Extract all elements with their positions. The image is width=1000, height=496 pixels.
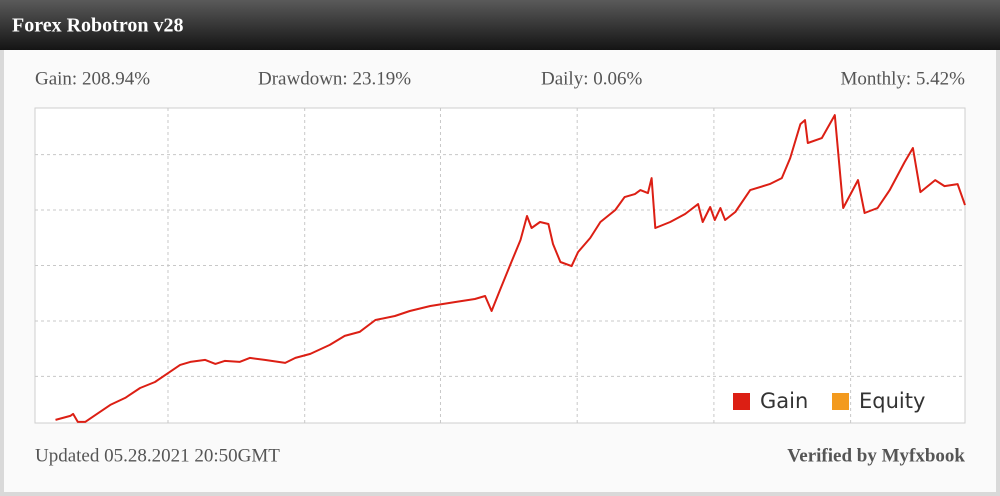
legend-swatch: [733, 393, 750, 410]
verified: Verified by Myfxbook: [787, 445, 965, 466]
line: [55, 114, 966, 423]
legend-label: Gain: [760, 389, 808, 413]
stat: Monthly: 5.42%: [840, 68, 965, 89]
header-bar: [0, 0, 1000, 50]
plot: Gain Equity: [35, 108, 966, 423]
updated: Updated 05.28.2021 20:50GMT: [35, 445, 280, 466]
stat: Drawdown: 23.19%: [258, 68, 411, 89]
legend-swatch: [832, 393, 849, 410]
legend-label: Equity: [859, 389, 925, 413]
stat: Daily: 0.06%: [541, 68, 642, 89]
title: Forex Robotron v28: [12, 15, 183, 37]
stat: Gain: 208.94%: [35, 68, 150, 89]
